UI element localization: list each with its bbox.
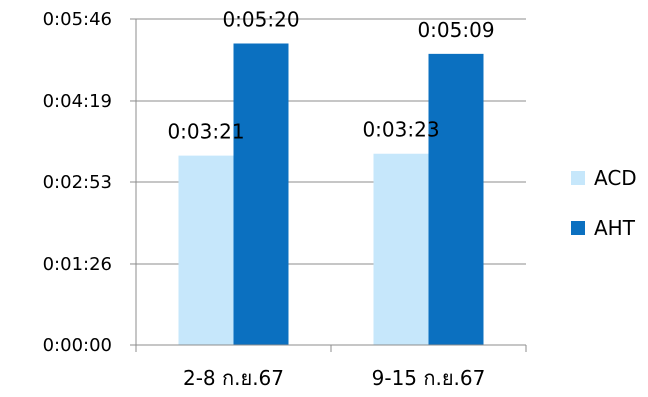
data-label-aht: 0:05:09 xyxy=(417,18,494,42)
labels: 0:00:00 0:01:26 0:02:53 0:04:19 0:05:46 0:03:… xyxy=(43,7,495,390)
legend-swatch-acd xyxy=(571,171,585,185)
y-tick-label: 0:01:26 xyxy=(43,254,112,275)
legend-label-aht: AHT xyxy=(594,216,636,240)
axes xyxy=(130,18,527,352)
bar-acd-2 xyxy=(373,153,429,345)
bar-aht-1 xyxy=(233,43,289,346)
x-category-label: 2-8 ก.ย.67 xyxy=(183,366,284,390)
bar-aht-2 xyxy=(428,53,484,346)
y-tick-label: 0:05:46 xyxy=(43,9,112,30)
x-category-label: 9-15 ก.ย.67 xyxy=(372,366,486,390)
bars xyxy=(178,43,484,346)
y-tick-label: 0:04:19 xyxy=(43,91,112,112)
y-tick-label: 0:00:00 xyxy=(43,335,112,356)
legend-swatch-aht xyxy=(571,221,585,235)
legend: ACD AHT xyxy=(571,166,637,240)
bar-acd-1 xyxy=(178,155,234,345)
data-label-acd: 0:03:21 xyxy=(167,120,244,144)
data-label-acd: 0:03:23 xyxy=(362,118,439,142)
y-tick-label: 0:02:53 xyxy=(43,172,112,193)
legend-label-acd: ACD xyxy=(594,166,637,190)
data-label-aht: 0:05:20 xyxy=(222,7,299,31)
